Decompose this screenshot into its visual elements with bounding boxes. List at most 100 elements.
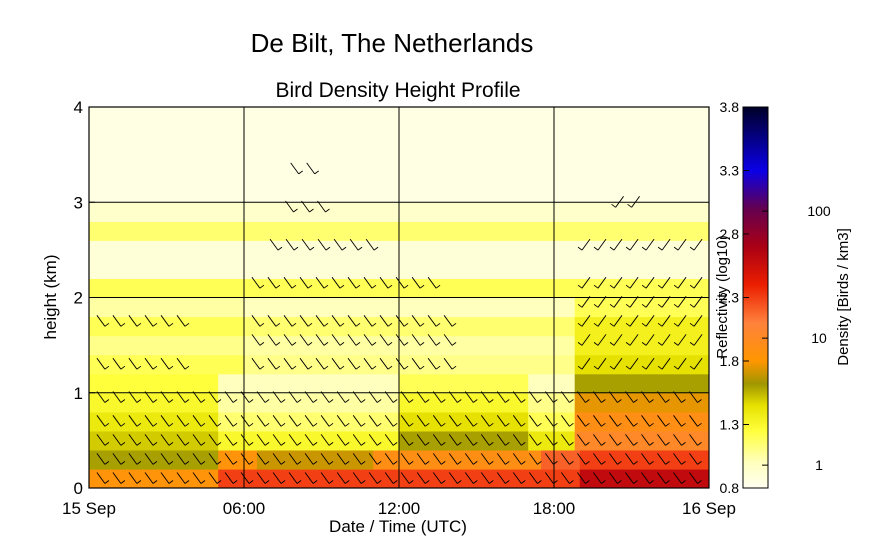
wind-barb — [224, 472, 238, 484]
wind-barb — [267, 357, 281, 370]
wind-barb — [256, 472, 270, 484]
colorbar-left-tick-label: 1.8 — [720, 353, 740, 369]
wind-barb — [480, 434, 494, 446]
wind-barb — [416, 415, 430, 427]
wind-barb — [320, 415, 334, 427]
wind-barb — [593, 472, 606, 484]
colorbar-left-label: Reflectivity (log10) — [714, 235, 731, 358]
wind-barb — [315, 276, 329, 289]
wind-barb — [411, 357, 425, 370]
colorbar-right-tick-label: 100 — [807, 203, 831, 219]
wind-barb — [657, 315, 671, 327]
wind-barb — [240, 434, 254, 446]
wind-barb — [299, 276, 313, 289]
wind-barb — [427, 357, 441, 370]
wind-barb — [593, 415, 606, 427]
wind-barb — [689, 276, 703, 289]
wind-barb — [331, 276, 345, 289]
wind-barb — [333, 238, 347, 251]
wind-barb — [400, 472, 414, 484]
wind-barb — [112, 472, 126, 484]
wind-barb — [176, 453, 190, 465]
wind-barb — [416, 434, 430, 446]
wind-barb — [144, 434, 158, 446]
wind-barb — [577, 357, 591, 370]
wind-barb — [272, 415, 286, 427]
wind-barb — [283, 357, 297, 370]
wind-barb — [609, 472, 622, 484]
wind-barb — [577, 238, 591, 251]
wind-barb — [299, 357, 313, 370]
chart-title: Bird Density Height Profile — [275, 79, 520, 102]
wind-barb — [689, 415, 702, 427]
wind-barb — [657, 415, 670, 427]
wind-barb — [689, 315, 703, 327]
wind-barb — [208, 453, 222, 465]
chart-suptitle: De Bilt, The Netherlands — [251, 28, 534, 58]
wind-barb — [625, 296, 639, 308]
wind-barb — [641, 276, 655, 289]
wind-barb — [400, 434, 414, 446]
wind-barb — [347, 357, 361, 370]
y-tick-label: 4 — [74, 98, 83, 117]
wind-barb — [176, 391, 190, 403]
wind-barb — [609, 357, 623, 370]
wind-barb — [208, 472, 222, 484]
wind-barb — [144, 415, 158, 427]
heatmap-cell — [528, 430, 576, 451]
wind-barb — [256, 453, 270, 465]
wind-barb — [673, 472, 686, 484]
wind-barb — [641, 415, 654, 427]
wind-barb — [379, 357, 393, 370]
wind-barb — [251, 334, 265, 346]
wind-barb — [379, 276, 393, 289]
wind-barb — [689, 334, 703, 346]
wind-barb — [128, 453, 142, 465]
wind-barb — [593, 334, 607, 346]
wind-barb — [365, 238, 379, 251]
wind-barb — [379, 315, 393, 327]
wind-barb — [320, 453, 334, 465]
wind-barb — [272, 391, 286, 403]
wind-barb — [480, 453, 494, 465]
wind-barb — [379, 334, 393, 346]
heatmap-cell — [218, 392, 400, 413]
heatmap-cell — [574, 392, 709, 413]
x-tick-label: 12:00 — [378, 499, 421, 518]
heatmap-cell — [244, 335, 576, 356]
wind-barb — [315, 357, 329, 370]
wind-barb — [673, 415, 686, 427]
wind-barb — [288, 453, 302, 465]
colorbar-right-tick-label: 1 — [815, 457, 823, 473]
colorbar-left-tick-label: 0.8 — [720, 480, 740, 496]
wind-barb — [251, 357, 265, 370]
wind-barb — [144, 472, 158, 484]
wind-barb — [144, 453, 158, 465]
heatmap-cell — [89, 373, 219, 394]
wind-barb — [384, 472, 398, 484]
wind-barb — [208, 415, 222, 427]
colorbar-right-tick-label: 10 — [811, 330, 827, 346]
wind-barb — [112, 434, 126, 446]
wind-barb — [529, 391, 542, 403]
wind-barb — [577, 315, 591, 327]
wind-barb — [400, 415, 414, 427]
wind-barb — [299, 315, 313, 327]
wind-barb — [267, 315, 281, 327]
wind-barb — [96, 415, 110, 427]
wind-barb — [673, 334, 687, 346]
wind-barb — [128, 391, 142, 403]
wind-barb — [593, 276, 607, 289]
wind-barb — [609, 391, 622, 403]
wind-barb — [336, 453, 350, 465]
wind-barb — [384, 434, 398, 446]
wind-barb — [577, 296, 591, 308]
wind-barb — [336, 472, 350, 484]
y-tick-label: 2 — [74, 289, 83, 308]
wind-barb — [384, 453, 398, 465]
wind-barb — [288, 415, 302, 427]
wind-barb — [384, 415, 398, 427]
wind-barb — [625, 315, 639, 327]
heatmap-cell — [89, 449, 219, 470]
